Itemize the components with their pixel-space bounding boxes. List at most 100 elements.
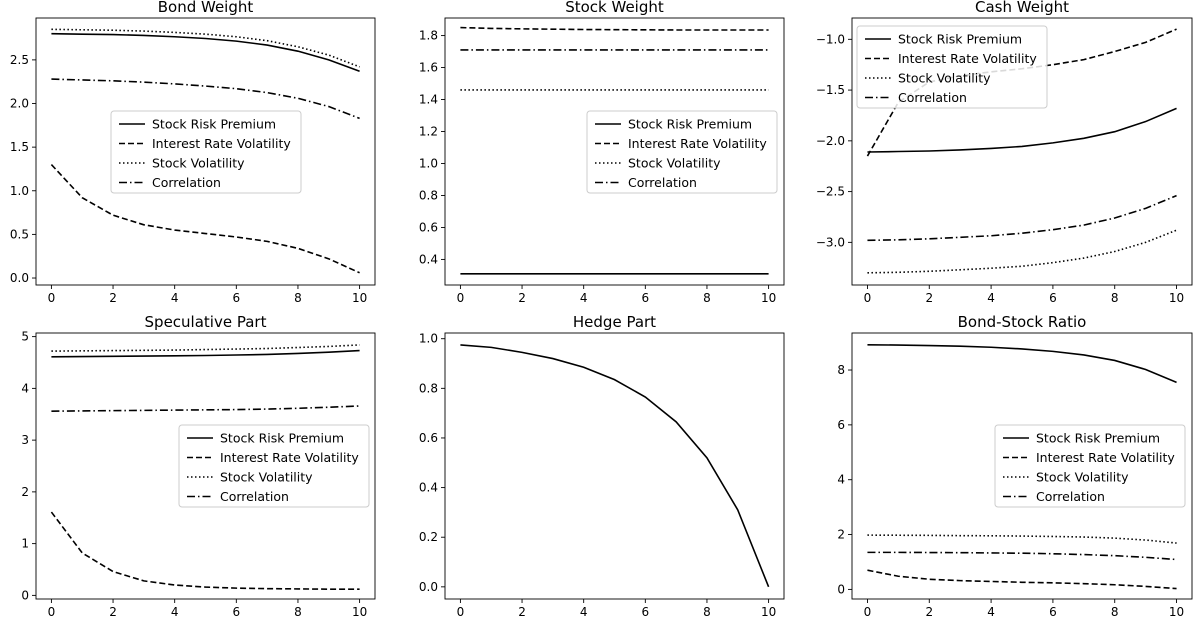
y-tick-label: 0.8	[419, 188, 438, 202]
y-tick-label: 1.0	[419, 332, 438, 346]
x-tick-label: 4	[580, 291, 588, 305]
legend-box	[856, 25, 1048, 109]
x-tick-label: 8	[703, 291, 711, 305]
series-line-3	[867, 534, 1177, 544]
y-tick-label: 0	[837, 582, 845, 596]
chart-title: Bond Weight	[158, 0, 254, 16]
series-line-2	[460, 26, 769, 31]
legend-entry: Interest Rate Volatility	[220, 450, 359, 465]
x-tick-label: 0	[457, 605, 465, 619]
x-tick-label: 2	[518, 605, 526, 619]
x-tick-label: 0	[864, 291, 872, 305]
y-tick-label: 1.6	[419, 61, 438, 75]
legend-entry: Stock Volatility	[220, 470, 313, 485]
x-tick-label: 0	[48, 605, 56, 619]
x-tick-label: 6	[1049, 605, 1057, 619]
x-tick-label: 10	[352, 291, 367, 305]
plot-frame	[851, 17, 1193, 286]
y-tick-label: 0.2	[419, 530, 438, 544]
series-line-1	[867, 343, 1177, 384]
x-tick-label: 0	[457, 291, 465, 305]
y-tick-label: 0.4	[419, 252, 438, 266]
x-tick-label: 4	[171, 291, 179, 305]
series-line-1	[460, 344, 770, 588]
panel-4: Speculative Part 0 2 4 6 8 10 0 1 2 3 4 5 Stock Risk …	[21, 313, 376, 619]
y-tick-label: 3	[21, 433, 29, 447]
panel-3: Cash Weight 0 2 4 6 8 10 −3.0 −2.5 −2.0 −1.5 −1.0 St…	[816, 0, 1193, 305]
chart-title: Speculative Part	[145, 313, 267, 331]
legend-entry: Stock Risk Premium	[628, 117, 752, 132]
legend-entry: Stock Risk Premium	[898, 32, 1022, 47]
x-tick-label: 6	[641, 605, 649, 619]
legend-entry: Interest Rate Volatility	[152, 136, 291, 151]
y-tick-label: 2	[837, 528, 845, 542]
x-tick-label: 0	[864, 605, 872, 619]
series-line-4	[51, 405, 360, 412]
plot-frame	[35, 332, 376, 600]
chart-title: Hedge Part	[573, 313, 656, 331]
y-tick-label: 4	[837, 473, 845, 487]
x-tick-label: 6	[232, 605, 240, 619]
chart-title: Bond-Stock Ratio	[958, 313, 1087, 331]
x-tick-label: 10	[352, 605, 367, 619]
y-tick-label: 1.0	[419, 156, 438, 170]
x-tick-label: 8	[294, 291, 302, 305]
x-tick-label: 0	[48, 291, 56, 305]
series-line-2	[50, 511, 360, 590]
panel-1: Bond Weight 0 2 4 6 8 10 0.0 0.5 1.0 1.5 2.0 2.5 Stoc…	[10, 0, 376, 305]
y-tick-label: 6	[837, 418, 845, 432]
y-tick-label: 1.4	[419, 93, 438, 107]
x-tick-label: 6	[232, 291, 240, 305]
legend-entry: Correlation	[628, 175, 697, 190]
legend: Stock Risk Premium Interest Rate Volatili…	[994, 424, 1186, 508]
x-tick-label: 8	[1111, 605, 1119, 619]
x-tick-label: 4	[987, 605, 995, 619]
plot-frame	[35, 17, 376, 286]
y-tick-label: −1.0	[816, 32, 845, 46]
plot-frame	[444, 17, 785, 286]
legend-box	[178, 424, 370, 508]
series-line-2	[50, 164, 360, 274]
x-tick-label: 10	[1169, 605, 1184, 619]
x-tick-label: 10	[1169, 291, 1184, 305]
y-tick-label: 4	[21, 381, 29, 395]
x-tick-label: 2	[925, 605, 933, 619]
chart-title: Cash Weight	[975, 0, 1069, 16]
y-tick-label: −3.0	[816, 235, 845, 249]
legend-entry: Interest Rate Volatility	[898, 51, 1037, 66]
y-tick-label: −2.0	[816, 134, 845, 148]
legend-entry: Correlation	[1036, 489, 1105, 504]
legend-entry: Stock Risk Premium	[152, 117, 276, 132]
y-tick-label: 1.2	[419, 125, 438, 139]
x-tick-label: 6	[641, 291, 649, 305]
series-line-4	[867, 551, 1177, 561]
legend-box	[586, 110, 778, 194]
x-tick-label: 8	[294, 605, 302, 619]
x-tick-label: 4	[171, 605, 179, 619]
series-line-1	[51, 32, 360, 72]
legend-entry: Correlation	[898, 90, 967, 105]
y-tick-label: −1.5	[816, 83, 845, 97]
series-line-2	[867, 569, 1177, 590]
x-tick-label: 8	[703, 605, 711, 619]
y-tick-label: 8	[837, 363, 845, 377]
y-tick-label: 0	[21, 588, 29, 602]
chart-title: Stock Weight	[565, 0, 664, 16]
legend-entry: Interest Rate Volatility	[1036, 450, 1175, 465]
x-tick-label: 4	[987, 291, 995, 305]
legend: Stock Risk Premium Interest Rate Volatili…	[856, 25, 1048, 109]
legend-box	[994, 424, 1186, 508]
x-tick-label: 10	[761, 291, 776, 305]
x-tick-label: 2	[518, 291, 526, 305]
legend: Stock Risk Premium Interest Rate Volatili…	[586, 110, 778, 194]
series-line-1	[51, 349, 360, 358]
plot-frame	[444, 332, 785, 600]
y-tick-label: 0.6	[419, 220, 438, 234]
y-tick-label: 2	[21, 485, 29, 499]
panel-6: Bond-Stock Ratio 0 2 4 6 8 10 0 2 4 6 8 Stock Risk P…	[837, 313, 1193, 619]
legend-entry: Correlation	[152, 175, 221, 190]
y-tick-label: 0.0	[419, 580, 438, 594]
x-tick-label: 10	[761, 605, 776, 619]
y-tick-label: 1.5	[10, 140, 29, 154]
legend-entry: Correlation	[220, 489, 289, 504]
